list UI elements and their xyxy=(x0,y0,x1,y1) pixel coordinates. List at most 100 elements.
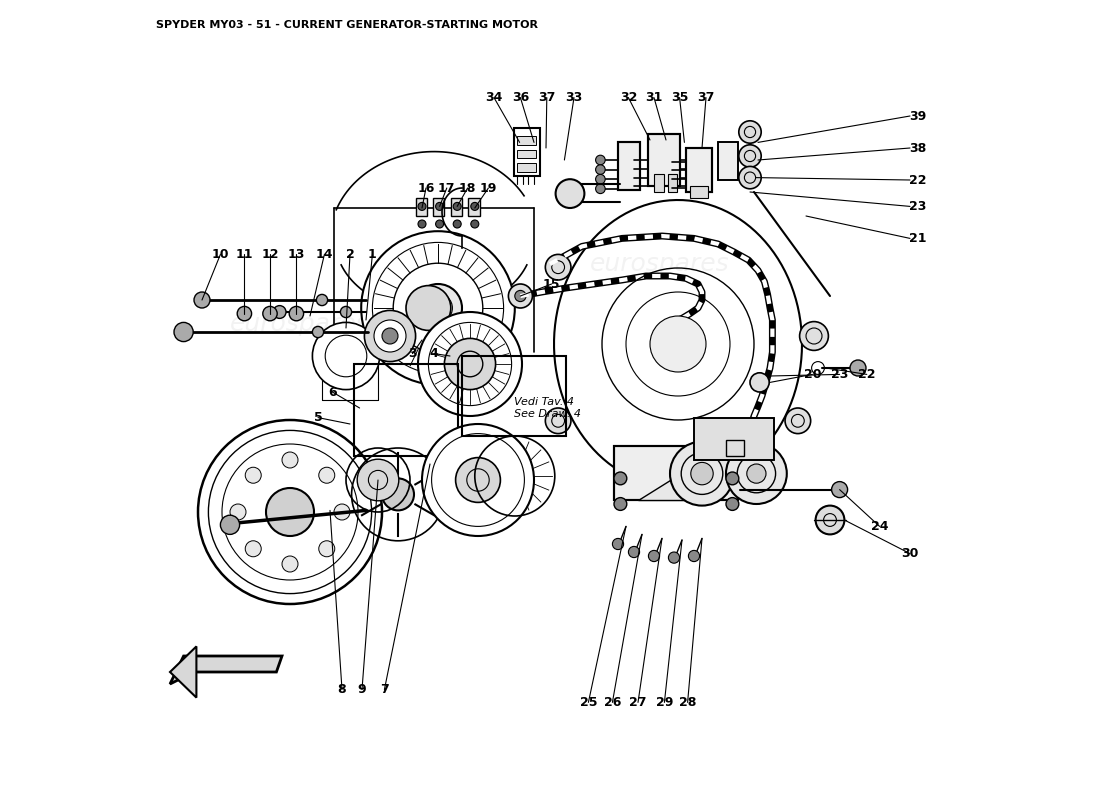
Text: 27: 27 xyxy=(629,696,647,709)
Circle shape xyxy=(319,467,334,483)
Circle shape xyxy=(361,231,515,385)
Polygon shape xyxy=(170,646,197,698)
Text: Vedi Tav. 4
See Draw. 4: Vedi Tav. 4 See Draw. 4 xyxy=(514,397,581,419)
Circle shape xyxy=(198,420,382,604)
Circle shape xyxy=(312,322,380,390)
Circle shape xyxy=(374,320,406,352)
Circle shape xyxy=(220,515,240,534)
Circle shape xyxy=(669,552,680,563)
Circle shape xyxy=(444,338,496,390)
Bar xyxy=(469,198,480,216)
Circle shape xyxy=(628,546,639,558)
Text: 12: 12 xyxy=(262,248,278,261)
Circle shape xyxy=(273,306,286,318)
Text: 35: 35 xyxy=(671,91,689,104)
Text: 11: 11 xyxy=(235,248,253,261)
Bar xyxy=(618,142,640,190)
Bar xyxy=(668,174,678,192)
Circle shape xyxy=(689,550,700,562)
Circle shape xyxy=(414,284,462,332)
Text: 8: 8 xyxy=(338,683,346,696)
Text: 26: 26 xyxy=(604,696,622,709)
Text: eurospares: eurospares xyxy=(590,252,729,276)
Circle shape xyxy=(815,506,845,534)
Circle shape xyxy=(455,458,500,502)
Bar xyxy=(451,198,462,216)
Circle shape xyxy=(230,504,246,520)
Bar xyxy=(462,356,566,436)
Bar xyxy=(648,134,681,186)
Text: 28: 28 xyxy=(679,696,696,709)
Circle shape xyxy=(546,408,571,434)
Circle shape xyxy=(739,166,761,189)
Circle shape xyxy=(614,472,627,485)
Text: 13: 13 xyxy=(288,248,305,261)
Text: 25: 25 xyxy=(580,696,597,709)
Text: 34: 34 xyxy=(485,91,503,104)
Text: 39: 39 xyxy=(910,110,926,122)
Bar xyxy=(718,142,738,180)
Circle shape xyxy=(245,541,261,557)
Circle shape xyxy=(194,292,210,308)
Bar xyxy=(416,198,427,216)
Bar xyxy=(614,446,738,500)
Text: 22: 22 xyxy=(858,368,876,381)
Text: 1: 1 xyxy=(368,248,377,261)
Text: 16: 16 xyxy=(417,182,434,194)
Bar xyxy=(654,174,663,192)
Circle shape xyxy=(436,202,443,210)
Circle shape xyxy=(266,488,314,536)
Circle shape xyxy=(691,462,713,485)
Text: 15: 15 xyxy=(543,278,560,290)
Circle shape xyxy=(595,165,605,174)
Text: 21: 21 xyxy=(910,232,926,245)
Circle shape xyxy=(614,498,627,510)
Text: SPYDER MY03 - 51 - CURRENT GENERATOR-STARTING MOTOR: SPYDER MY03 - 51 - CURRENT GENERATOR-STA… xyxy=(156,20,538,30)
Text: 37: 37 xyxy=(538,91,556,104)
Bar xyxy=(517,163,537,172)
Text: 9: 9 xyxy=(358,683,366,696)
Circle shape xyxy=(595,184,605,194)
Text: 31: 31 xyxy=(646,91,662,104)
Circle shape xyxy=(418,312,522,416)
Circle shape xyxy=(312,326,323,338)
Circle shape xyxy=(648,550,660,562)
Circle shape xyxy=(174,322,194,342)
Polygon shape xyxy=(170,656,282,684)
Text: 32: 32 xyxy=(619,91,637,104)
Circle shape xyxy=(340,306,352,318)
Bar xyxy=(514,128,540,176)
Circle shape xyxy=(800,322,828,350)
Circle shape xyxy=(750,373,769,392)
Circle shape xyxy=(747,464,766,483)
Circle shape xyxy=(245,467,261,483)
Text: 5: 5 xyxy=(314,411,322,424)
Text: 3: 3 xyxy=(408,347,417,360)
Circle shape xyxy=(508,284,532,308)
Bar xyxy=(694,418,774,460)
Text: 18: 18 xyxy=(459,182,476,194)
Bar xyxy=(718,142,738,180)
Text: 29: 29 xyxy=(656,696,673,709)
Circle shape xyxy=(832,482,848,498)
Circle shape xyxy=(453,220,461,228)
Circle shape xyxy=(739,121,761,143)
Circle shape xyxy=(739,145,761,167)
Circle shape xyxy=(471,220,478,228)
Circle shape xyxy=(453,202,461,210)
Text: 4: 4 xyxy=(430,347,439,360)
Text: 20: 20 xyxy=(804,368,821,381)
Bar xyxy=(517,136,537,145)
Circle shape xyxy=(418,202,426,210)
Text: 2: 2 xyxy=(345,248,354,261)
Bar xyxy=(354,364,458,456)
Text: 23: 23 xyxy=(910,200,926,213)
Circle shape xyxy=(670,442,734,506)
Circle shape xyxy=(726,498,739,510)
Circle shape xyxy=(436,220,443,228)
Circle shape xyxy=(317,294,328,306)
Text: 19: 19 xyxy=(480,182,497,194)
Text: 24: 24 xyxy=(871,520,889,533)
Circle shape xyxy=(382,328,398,344)
Circle shape xyxy=(595,155,605,165)
